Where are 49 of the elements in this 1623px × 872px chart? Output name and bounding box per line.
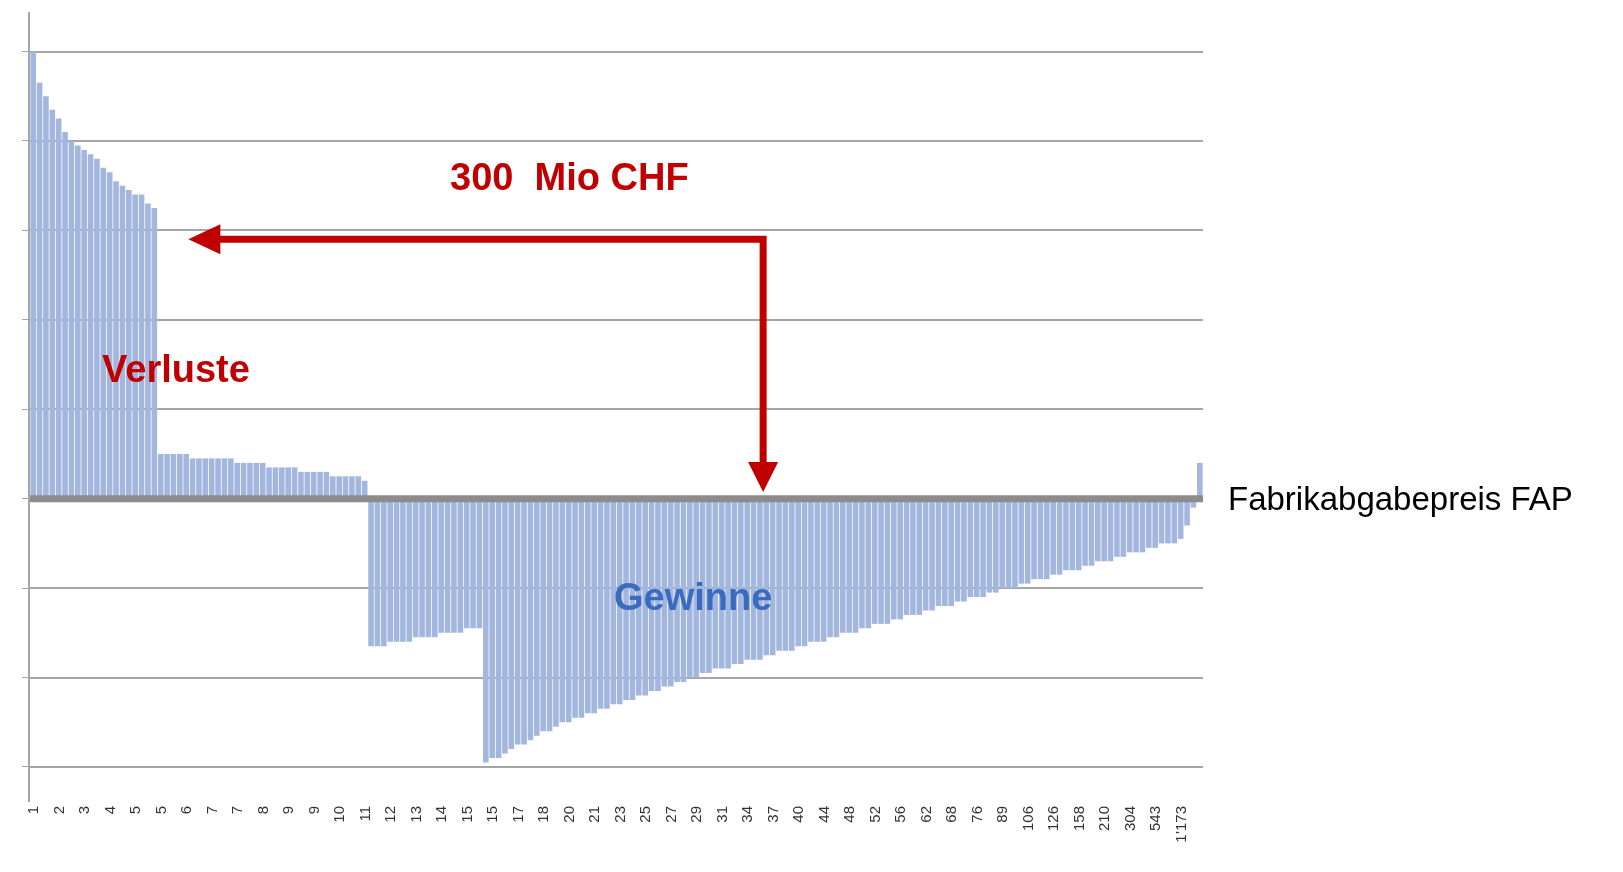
annotation: 300 Mio CHF bbox=[450, 156, 689, 198]
x-tick-label: 1 bbox=[24, 806, 42, 815]
x-tick-label: 56 bbox=[891, 806, 909, 823]
x-tick-label: 17 bbox=[508, 806, 526, 823]
x-tick-label: 3 bbox=[75, 806, 93, 815]
x-tick-label: 5 bbox=[126, 806, 144, 815]
x-tick-label: 23 bbox=[610, 806, 628, 823]
x-tick-label: 68 bbox=[942, 806, 960, 823]
x-tick-label: 52 bbox=[865, 806, 883, 823]
x-tick-label: 37 bbox=[763, 806, 781, 823]
x-tick-label: 18 bbox=[534, 806, 552, 823]
x-tick-label: 21 bbox=[585, 806, 603, 823]
annotation: Verluste bbox=[102, 348, 250, 390]
x-tick-label: 89 bbox=[993, 806, 1011, 823]
x-tick-label: 27 bbox=[661, 806, 679, 823]
x-tick-label: 2 bbox=[49, 806, 67, 815]
x-tick-label: 76 bbox=[967, 806, 985, 823]
x-tick-label: 20 bbox=[559, 806, 577, 823]
x-tick-label: 31 bbox=[712, 806, 730, 823]
x-tick-label: 15 bbox=[483, 806, 501, 823]
x-tick-label: 10 bbox=[330, 806, 348, 823]
x-tick-label: 126 bbox=[1044, 806, 1062, 832]
x-tick-label: 48 bbox=[840, 806, 858, 823]
x-tick-label: 11 bbox=[355, 806, 373, 822]
x-tick-label: 15 bbox=[457, 806, 475, 823]
x-tick-label: 12 bbox=[381, 806, 399, 823]
x-tick-label: 210 bbox=[1095, 806, 1113, 832]
x-tick-label: 34 bbox=[738, 806, 756, 823]
x-tick-label: 5 bbox=[151, 806, 169, 815]
x-tick-label: 25 bbox=[636, 806, 654, 823]
x-tick-label: 29 bbox=[687, 806, 705, 823]
ref-line-label: Fabrikabgabepreis FAP bbox=[1228, 480, 1573, 517]
x-tick-label: 13 bbox=[406, 806, 424, 823]
x-tick-label: 543 bbox=[1146, 806, 1164, 832]
x-tick-label: 62 bbox=[916, 806, 934, 823]
x-tick-label: 7 bbox=[228, 806, 246, 815]
x-tick-label: 106 bbox=[1018, 806, 1036, 832]
x-tick-label: 9 bbox=[279, 806, 297, 815]
x-tick-label: 6 bbox=[177, 806, 195, 815]
x-tick-label: 4 bbox=[100, 806, 118, 815]
x-tick-label: 158 bbox=[1069, 806, 1087, 832]
x-tick-label: 14 bbox=[432, 806, 450, 823]
x-tick-label: 7 bbox=[202, 806, 220, 815]
x-tick-label: 44 bbox=[814, 806, 832, 823]
x-tick-label: 9 bbox=[304, 806, 322, 815]
x-tick-label: 1’173 bbox=[1171, 806, 1189, 843]
x-tick-label: 40 bbox=[789, 806, 807, 823]
x-tick-label: 304 bbox=[1120, 806, 1138, 832]
x-tick-label: 8 bbox=[253, 806, 271, 815]
